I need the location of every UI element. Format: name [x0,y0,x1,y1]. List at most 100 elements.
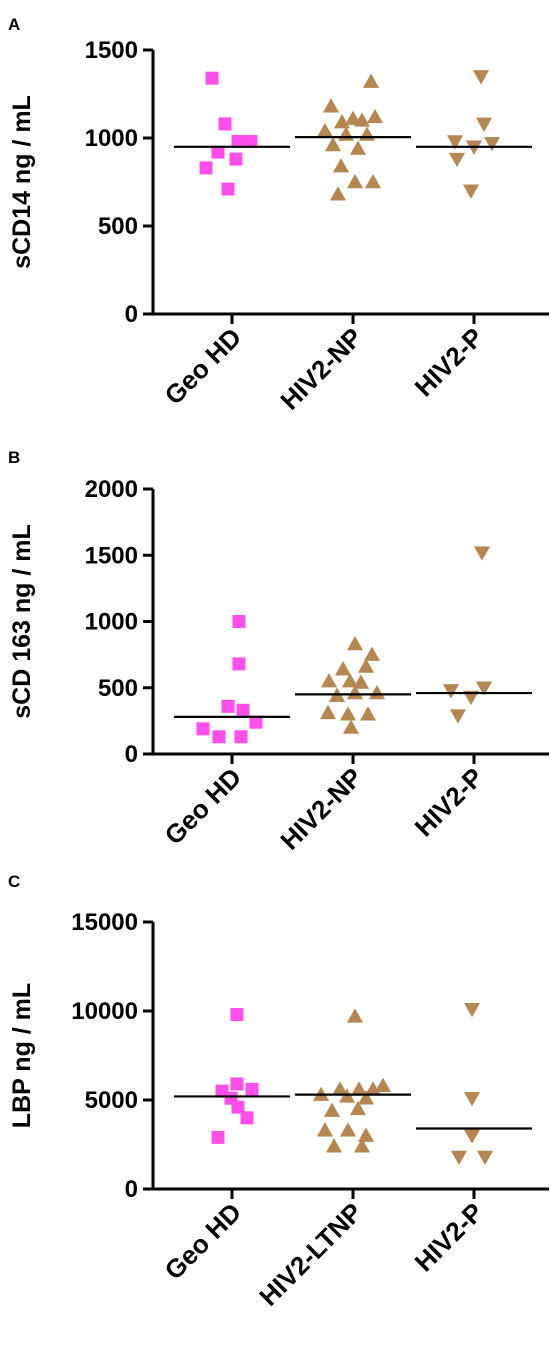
data-point [211,1130,225,1144]
category-label: Geo HD [158,762,247,851]
y-tick-label: 0 [125,301,138,328]
data-point [359,706,377,721]
panel-letter: C [8,872,20,891]
data-point [463,1129,481,1144]
data-point [319,704,337,720]
data-point [316,122,334,138]
data-point [211,145,225,159]
data-point [229,152,243,166]
y-tick-label: 500 [98,675,138,702]
y-tick-label: 10000 [71,998,138,1025]
category-label: HIV2-P [409,1197,489,1277]
data-point [331,1081,349,1096]
category-label: Geo HD [158,322,247,411]
data-point [240,1111,254,1125]
data-point [353,112,371,127]
y-tick-label: 1000 [85,609,138,636]
data-point [364,173,382,189]
data-point [357,1127,375,1142]
data-point [463,1002,481,1018]
data-point [358,126,376,141]
data-point [476,1150,494,1166]
data-point [475,681,493,696]
data-point [483,137,501,152]
data-point [244,135,258,149]
y-tick-label: 1000 [85,125,138,152]
data-point [346,173,364,189]
data-point [236,703,250,717]
data-point [352,674,370,689]
panel-b: B 0 500 1000 1500 2000 sCD 163 ng / mL Geo HD HI… [8,448,549,856]
category-label: Geo HD [158,1197,247,1286]
data-point [475,117,493,132]
data-point [364,1081,382,1096]
data-point [320,673,338,688]
data-point [230,1077,244,1091]
data-point [333,114,351,129]
panel-c: C 0 5000 10000 15000 LBP ng / mL Geo HD HIV2-LT… [8,872,549,1312]
data-point [234,730,248,744]
data-point [472,70,490,85]
data-point [322,98,340,113]
y-tick-label: 15000 [71,909,138,936]
y-tick-label: 1500 [85,37,138,64]
panel-a: A 0 500 1000 1500 sCD14 ng / mL Geo HD HIV2-NP H… [8,15,549,416]
y-tick-label: 1500 [85,542,138,569]
data-point [366,108,384,124]
data-point [463,1091,481,1107]
data-point [316,1122,334,1137]
data-point [341,673,359,688]
data-point [342,719,360,734]
panel-letter: A [8,15,20,34]
data-point [231,135,245,149]
data-point [473,546,491,561]
data-point [349,140,367,155]
y-tick-label: 500 [98,213,138,240]
data-point [231,1100,245,1114]
data-point [221,699,235,713]
data-point [325,1138,343,1153]
category-label: HIV2-NP [274,322,368,416]
data-point [349,1100,367,1116]
data-point [324,136,342,152]
data-point [230,1008,244,1022]
data-point [232,615,246,628]
data-point [221,182,235,196]
data-point [205,71,219,85]
data-point [346,635,364,651]
data-point [462,690,480,706]
data-point [332,158,350,173]
data-point [448,152,466,168]
data-point [442,684,460,699]
data-point [232,657,246,671]
category-label: HIV2-P [409,322,489,402]
data-point [346,1008,364,1023]
data-point [323,1102,341,1117]
data-point [363,646,381,661]
data-point [199,161,213,175]
panel-letter: B [8,448,20,467]
category-label: HIV2-P [409,762,489,842]
data-point [353,1138,371,1153]
data-point [337,126,355,141]
category-label: HIV2-NP [274,762,368,856]
data-point [249,715,263,729]
data-point [374,1077,392,1092]
data-point [446,135,464,150]
data-point [450,1150,468,1166]
data-point [212,730,226,744]
data-point [362,73,380,88]
y-tick-label: 0 [125,741,138,768]
data-point [462,184,480,199]
y-axis-label: LBP ng / mL [8,983,36,1128]
y-tick-label: 2000 [85,476,138,503]
data-point [357,658,375,673]
data-point [350,1081,368,1096]
data-point [329,186,347,201]
data-point [339,1122,357,1137]
y-axis-label: sCD14 ng / mL [8,95,36,269]
data-point [334,661,352,676]
data-point [245,1082,259,1096]
data-point [196,722,210,736]
